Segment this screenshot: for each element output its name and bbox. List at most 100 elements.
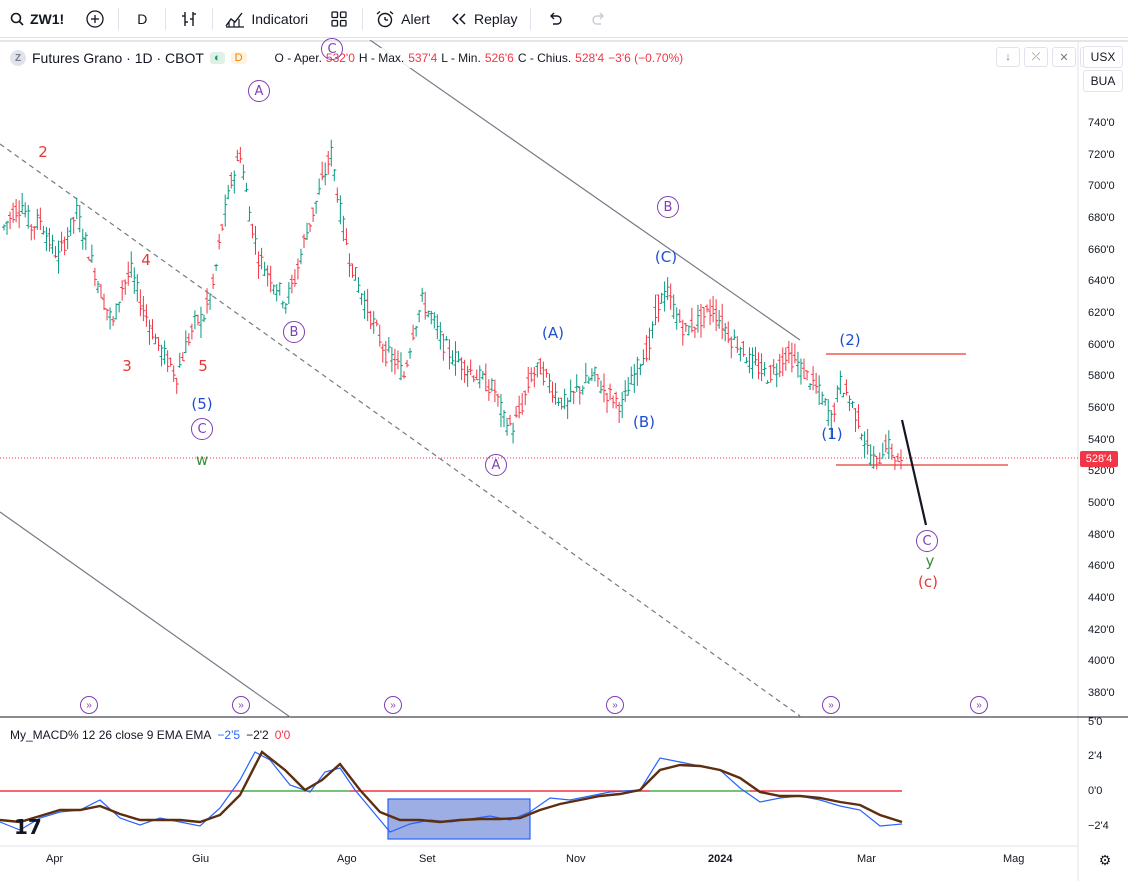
ohlc-bar [723, 322, 728, 342]
low-value: 526'6 [484, 51, 514, 65]
trendline-upper[interactable] [369, 40, 801, 341]
ohlc-bar [559, 397, 564, 410]
wave-label[interactable]: 2 [38, 143, 48, 161]
wave-label[interactable]: A [248, 80, 270, 102]
chart-area[interactable]: Z Futures Grano · 1D · CBOT ◐ D O - Aper… [0, 38, 1128, 881]
chart-type-button[interactable] [168, 0, 210, 38]
ohlc-bar [774, 363, 779, 388]
ohlc-bar [338, 195, 343, 225]
ohlc-bar [189, 323, 194, 340]
ohlc-bar [362, 290, 367, 319]
replay-marker-icon[interactable]: » [822, 696, 840, 714]
wave-label[interactable]: C [321, 38, 343, 60]
ohlc-bar [474, 369, 479, 381]
unit-button[interactable]: BUA [1083, 70, 1123, 92]
undo-button[interactable] [533, 0, 577, 38]
symbol-search-button[interactable]: ZW1! [0, 0, 74, 38]
search-icon [10, 12, 24, 26]
trendline-lower[interactable] [0, 511, 291, 718]
replay-marker-icon[interactable]: » [384, 696, 402, 714]
ohlc-bar [826, 399, 831, 427]
delayed-data-badge[interactable]: D [230, 52, 247, 64]
layouts-button[interactable] [318, 0, 360, 38]
ohlc-bar [432, 312, 437, 329]
wave-label[interactable]: A [485, 454, 507, 476]
compare-symbol-button[interactable] [74, 0, 116, 38]
ohlc-bar [438, 322, 443, 350]
ohlc-bar [798, 358, 803, 385]
wave-label[interactable]: 3 [122, 357, 132, 375]
wave-label[interactable]: B [283, 321, 305, 343]
projection-line[interactable] [900, 419, 928, 526]
ohlc-bar [771, 359, 776, 375]
ohlc-bar [180, 352, 185, 362]
ohlc-bar [605, 392, 610, 413]
wave-label[interactable]: w [195, 451, 209, 469]
ohlc-bar [814, 372, 819, 394]
ohlc-bar [289, 274, 294, 294]
replay-marker-icon[interactable]: » [606, 696, 624, 714]
ohlc-bar [335, 187, 340, 203]
ohlc-bar [568, 379, 573, 403]
ohlc-bar [47, 227, 52, 252]
chart-canvas[interactable] [0, 40, 1128, 881]
arrow-down-icon[interactable]: ↓ [996, 47, 1020, 67]
wave-label[interactable]: B [657, 196, 679, 218]
macd-legend[interactable]: My_MACD% 12 26 close 9 EMA EMA −2'5 −2'2… [10, 728, 290, 742]
time-tick: Ago [337, 853, 357, 865]
ohlc-bar [729, 336, 734, 359]
legend-title[interactable]: Futures Grano · 1D · CBOT [32, 50, 204, 66]
wave-label[interactable]: (1) [821, 425, 843, 443]
replay-marker-icon[interactable]: » [970, 696, 988, 714]
collapse-icon[interactable]: ⤫ [1024, 47, 1048, 67]
tradingview-logo-icon[interactable]: 17 [14, 815, 42, 839]
ohlc-bar [120, 280, 125, 301]
ohlc-bar [365, 288, 370, 322]
replay-button[interactable]: Replay [440, 0, 528, 38]
wave-label[interactable]: (2) [839, 331, 861, 349]
high-label: H - Max. [358, 51, 405, 65]
indicators-button[interactable]: Indicatori [215, 0, 318, 38]
interval-button[interactable]: D [121, 0, 163, 38]
ohlc-bar [868, 444, 873, 466]
ohlc-bar [159, 344, 164, 367]
wave-label[interactable]: 5 [198, 357, 208, 375]
close-icon[interactable]: ✕ [1052, 47, 1076, 67]
ohlc-bar [295, 258, 300, 280]
replay-marker-icon[interactable]: » [80, 696, 98, 714]
ohlc-bar [62, 236, 67, 256]
market-status-badge[interactable]: ◐ [209, 52, 225, 64]
wave-label[interactable]: (B) [633, 413, 655, 431]
wave-label[interactable]: (c) [918, 573, 938, 591]
wave-label[interactable]: C [191, 418, 213, 440]
redo-button[interactable] [577, 0, 621, 38]
ohlc-bar [71, 216, 76, 234]
currency-button[interactable]: USX [1083, 46, 1123, 68]
ohlc-bar [274, 284, 279, 302]
alert-button[interactable]: Alert [365, 0, 440, 38]
ohlc-bar [535, 362, 540, 378]
wave-label[interactable]: (C) [654, 248, 678, 266]
wave-label[interactable]: (5) [191, 395, 213, 413]
ohlc-bar [523, 390, 528, 406]
replay-marker-icon[interactable]: » [232, 696, 250, 714]
ohlc-bar [623, 380, 628, 402]
ohlc-bar [471, 375, 476, 383]
ohlc-bar [44, 226, 49, 252]
gear-icon[interactable]: ⚙ [1098, 852, 1112, 868]
trendline-dashed[interactable] [0, 143, 801, 717]
wave-label[interactable]: y [925, 552, 935, 570]
ohlc-bar [326, 150, 331, 175]
ohlc-bar [447, 339, 452, 370]
ohlc-bar [692, 326, 697, 338]
ohlc-bar [395, 350, 400, 370]
ohlc-bar [498, 394, 503, 428]
ohlc-bar [683, 322, 688, 332]
wave-label[interactable]: 4 [141, 251, 151, 269]
ohlc-bar [871, 446, 876, 469]
ohlc-bar [453, 341, 458, 376]
redo-icon [591, 12, 607, 26]
wave-label[interactable]: C [916, 530, 938, 552]
wave-label[interactable]: (A) [542, 324, 564, 342]
ohlc-bar [368, 310, 373, 330]
